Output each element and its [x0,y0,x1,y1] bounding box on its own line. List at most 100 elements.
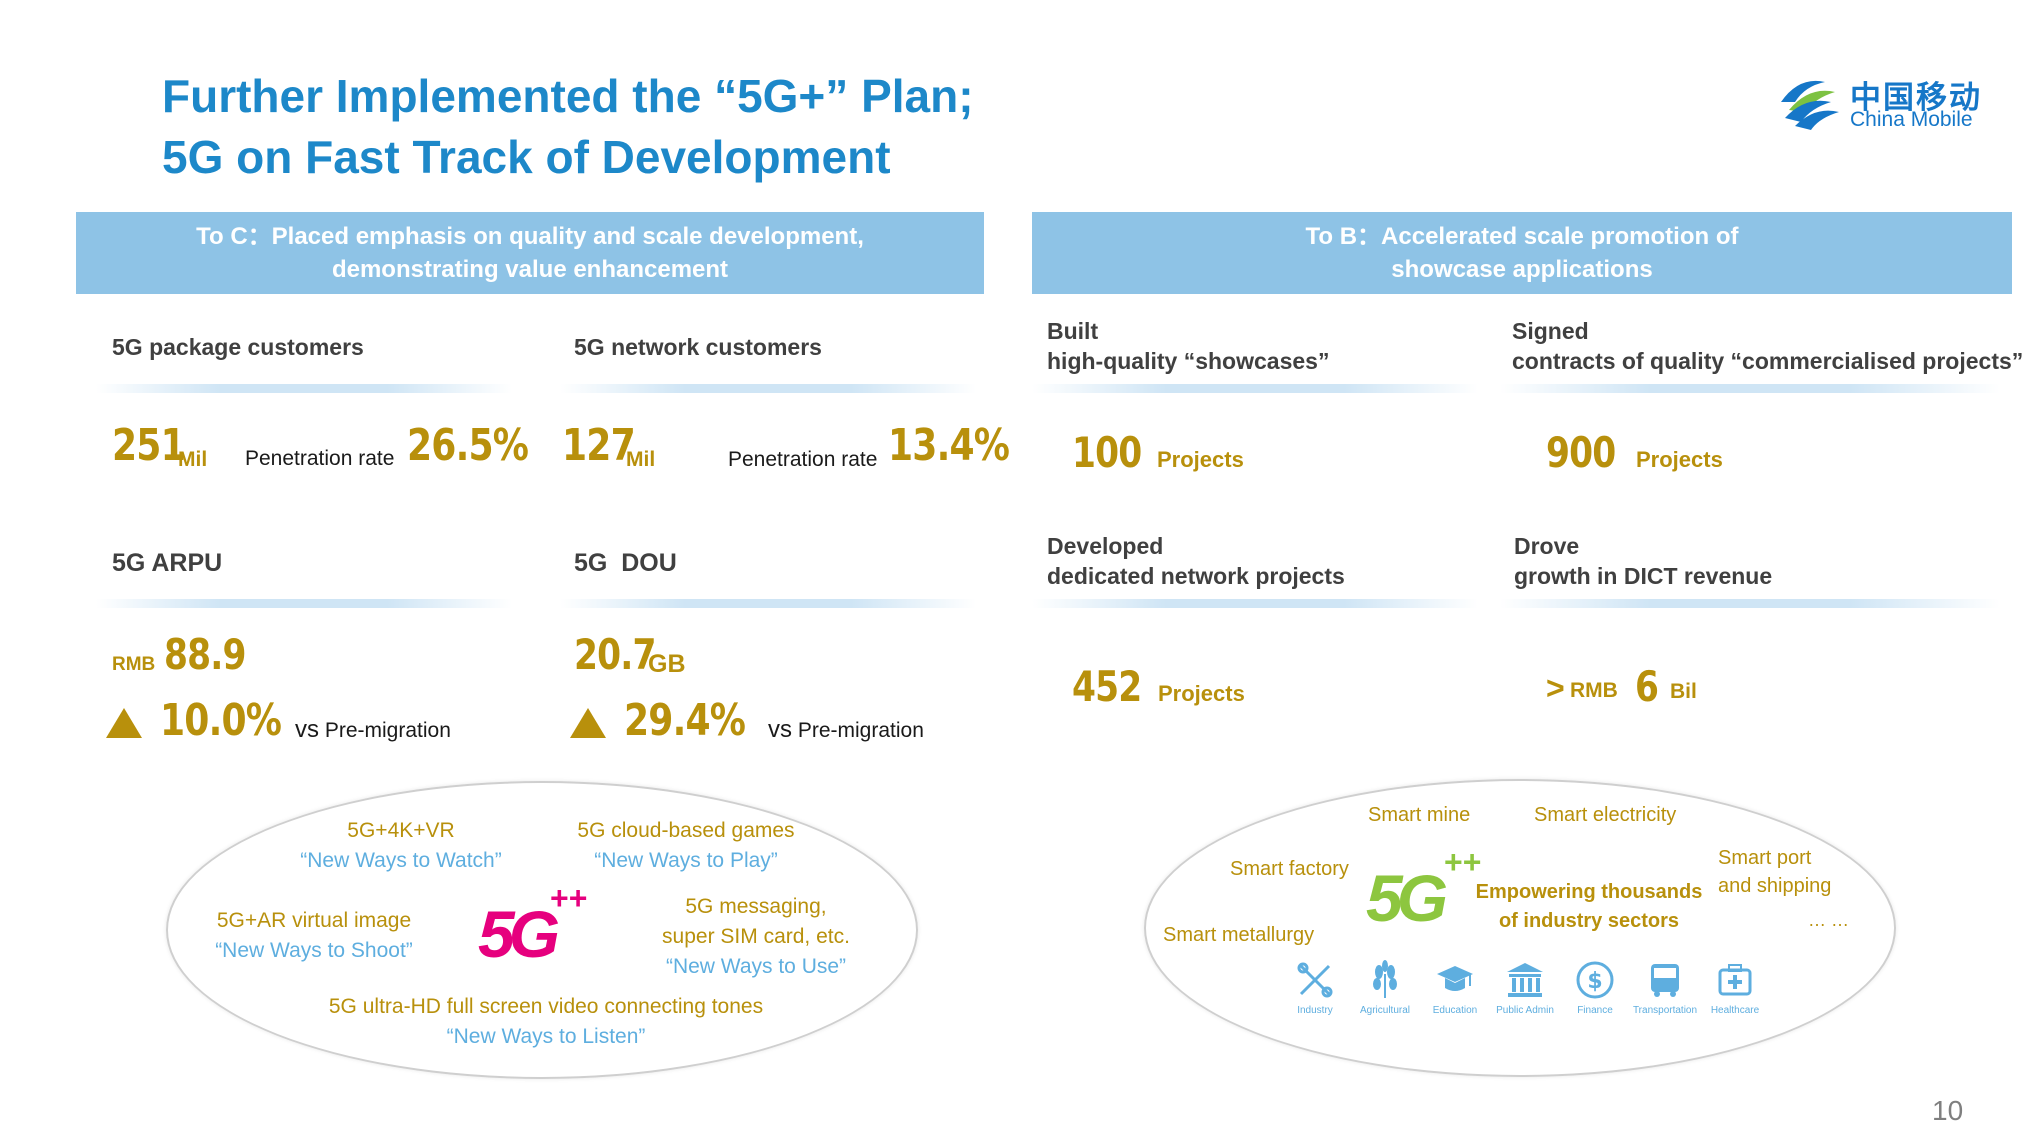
tools-icon [1297,962,1333,998]
dict-metric: > RMB 6 Bil [1546,662,1746,712]
dou-vs: vs [768,716,792,743]
industry-item: $ Finance [1560,960,1630,1016]
dedicated-label: Developed dedicated network projects [1047,531,1345,591]
divider [96,599,512,608]
sector-center-text: Empowering thousands of industry sectors [1474,878,1704,936]
dou-growth-value: 29.4% [624,695,746,746]
sector-smart-factory: Smart factory [1230,858,1349,880]
5g-logo-plus: ++ [550,880,588,916]
package-customers-label: 5G package customers [112,334,364,360]
package-customers-value: 251 [112,420,186,471]
industry-item: Transportation [1630,960,1700,1016]
dedicated-value: 452 [1072,662,1142,711]
divider [1500,384,2000,393]
sector-center-line1: Empowering thousands [1475,881,1703,903]
sector-center-line2: of industry sectors [1498,910,1680,932]
arpu-vs-text: vs Pre-migration [295,716,451,744]
dict-label-line1: Drove [1514,533,1580,559]
industry-item: Education [1420,960,1490,1016]
industry-icons-row: Industry Agricultural Education Public A… [1280,960,1800,1030]
5g-plus-logo-magenta: 5G ++ [478,880,608,971]
package-penetration-value: 26.5% [407,420,529,471]
svg-text:$: $ [1587,969,1602,994]
logo-chinese-text: 中国移动 [1850,80,1982,115]
network-customers-unit: Mil [626,448,656,471]
package-customers-metric: 251 Mil Penetration rate 26.5% [112,420,532,480]
dedicated-label-line2: dedicated network projects [1047,563,1345,589]
showcases-label-line2: high-quality “showcases” [1047,348,1330,374]
app-shoot: 5G+AR virtual image “New Ways to Shoot” [184,906,444,966]
page-title: Further Implemented the “5G+” Plan; 5G o… [162,66,974,188]
consumer-apps-ellipse [166,781,918,1079]
app-shoot-name: 5G+AR virtual image [216,909,412,932]
bus-icon [1651,964,1679,997]
network-customers-value: 127 [562,420,636,471]
dou-vs-text: vs Pre-migration [768,716,924,744]
package-customers-unit: Mil [178,448,208,471]
app-listen-name: 5G ultra-HD full screen video connecting… [328,995,764,1018]
dict-label: Drove growth in DICT revenue [1514,531,1772,591]
dict-currency: RMB [1570,679,1618,702]
sector-smart-port: Smart port and shipping [1718,844,1831,900]
sector-ellipsis: … … [1808,910,1850,930]
dou-value: 20.7 [574,630,657,679]
industry-label: Education [1432,1005,1478,1016]
5g-logo-plus: ++ [1444,844,1482,880]
package-penetration-label: Penetration rate [245,447,395,470]
industry-item: Agricultural [1350,960,1420,1016]
china-mobile-swirl-icon [1781,80,1839,130]
divider [560,599,976,608]
industry-item: Industry [1280,960,1350,1016]
arpu-metric: RMB 88.9 [112,630,272,680]
industry-label: Finance [1577,1005,1613,1016]
page-number: 10 [1932,1095,1964,1126]
app-play-slogan: “New Ways to Play” [594,849,778,872]
sector-smart-port-line2: and shipping [1718,875,1832,897]
wheat-icon [1373,960,1397,998]
to-b-banner-line1: To B：Accelerated scale promotion of [1305,223,1739,250]
dedicated-unit: Projects [1158,681,1245,706]
industry-item: Public Admin [1490,960,1560,1016]
app-watch: 5G+4K+VR “New Ways to Watch” [266,816,536,876]
contracts-unit: Projects [1636,447,1723,472]
industry-item: Healthcare [1700,960,1770,1016]
dou-metric: 20.7 GB [574,630,734,680]
network-penetration-value: 13.4% [888,420,1010,471]
arpu-vs-label: Pre-migration [324,719,451,742]
app-listen-slogan: “New Ways to Listen” [446,1025,646,1048]
dict-unit: Bil [1670,680,1697,703]
network-customers-metric: 127 Mil Penetration rate 13.4% [562,420,1010,480]
contracts-label-line2: contracts of quality “commercialised pro… [1512,348,2024,374]
network-penetration-label: Penetration rate [728,448,878,471]
divider [1032,384,1478,393]
to-c-banner: To C：Placed emphasis on quality and scal… [76,212,984,294]
sector-smart-electricity: Smart electricity [1534,804,1677,826]
contracts-value: 900 [1546,428,1616,477]
growth-up-triangle-icon [106,708,142,738]
app-use-name2: super SIM card, etc. [662,925,850,948]
industry-label: Transportation [1632,1005,1698,1016]
government-building-icon [1507,963,1543,997]
to-c-banner-line2: demonstrating value enhancement [331,256,729,283]
logo-english-text: China Mobile [1850,108,1973,131]
medical-kit-icon [1718,964,1752,996]
industry-label: Healthcare [1710,1005,1760,1016]
app-use-slogan: “New Ways to Use” [665,955,847,978]
industry-label: Public Admin [1496,1005,1554,1016]
dou-unit: GB [648,650,686,678]
to-b-banner: To B：Accelerated scale promotion of show… [1032,212,2012,294]
growth-up-triangle-icon [570,708,606,738]
arpu-currency: RMB [112,654,156,675]
divider [1500,599,2000,608]
graduation-cap-icon [1437,966,1473,991]
divider [96,384,512,393]
app-use: 5G messaging, super SIM card, etc. “New … [636,892,876,982]
showcases-value: 100 [1072,428,1142,477]
5g-logo-text: 5G [1366,861,1448,935]
app-play: 5G cloud-based games “New Ways to Play” [536,816,836,876]
showcases-label-line1: Built [1047,318,1099,344]
sector-smart-port-line1: Smart port [1718,847,1812,869]
showcases-unit: Projects [1157,447,1244,472]
to-b-banner-line2: showcase applications [1391,256,1653,283]
page-title-line1: Further Implemented the “5G+” Plan; [162,70,974,122]
